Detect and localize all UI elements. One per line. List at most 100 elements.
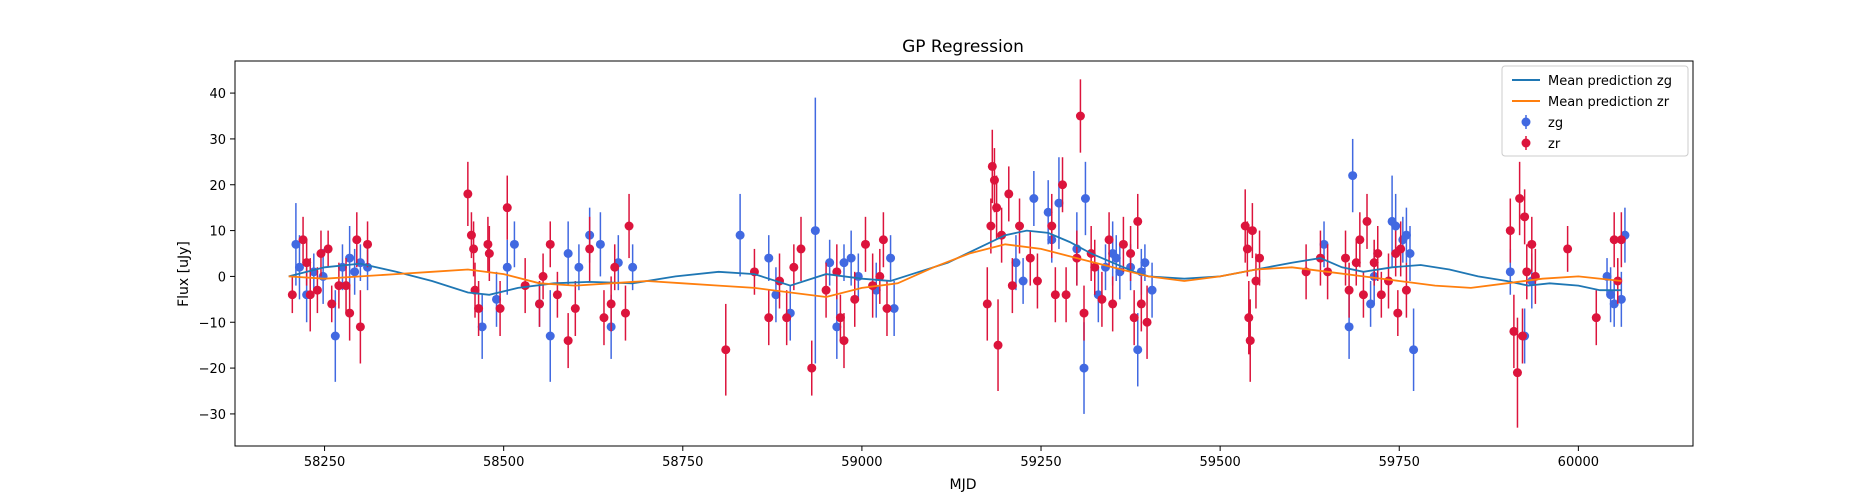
zg-point bbox=[1018, 276, 1028, 286]
zr-point bbox=[545, 239, 555, 249]
zr-point bbox=[606, 299, 616, 309]
zr-point bbox=[1133, 216, 1143, 226]
zr-point bbox=[1142, 317, 1152, 327]
zr-point bbox=[1007, 281, 1017, 291]
zg-point bbox=[810, 226, 820, 236]
zr-point bbox=[334, 281, 344, 291]
zr-point bbox=[287, 290, 297, 300]
zr-point bbox=[483, 239, 493, 249]
zr-point bbox=[1090, 262, 1100, 272]
zr-point bbox=[620, 308, 630, 318]
zr-point bbox=[1520, 212, 1530, 222]
zr-point bbox=[1104, 235, 1114, 245]
zr-point bbox=[1522, 267, 1532, 277]
zg-point bbox=[839, 258, 849, 268]
zr-point bbox=[1351, 258, 1361, 268]
zr-point bbox=[1616, 235, 1626, 245]
x-tick-label: 58250 bbox=[304, 455, 345, 470]
zr-point bbox=[1075, 111, 1085, 121]
zr-point bbox=[1136, 299, 1146, 309]
zg-point bbox=[318, 271, 328, 281]
y-tick-label: 10 bbox=[209, 225, 226, 240]
plot-frame bbox=[234, 60, 1694, 447]
zr-point bbox=[316, 249, 326, 258]
zr-point bbox=[1047, 221, 1057, 231]
legend-label: zg bbox=[1548, 116, 1563, 131]
zr-point bbox=[1362, 216, 1372, 226]
x-tick-label: 58750 bbox=[662, 455, 703, 470]
legend-marker-swatch bbox=[1521, 117, 1531, 127]
zr-point bbox=[1025, 253, 1035, 263]
zr-point bbox=[868, 281, 878, 291]
y-tick-label: −30 bbox=[199, 408, 226, 423]
zr-point bbox=[1369, 258, 1379, 268]
zr-point bbox=[466, 230, 476, 240]
zr-point bbox=[839, 336, 849, 346]
zr-point bbox=[1032, 276, 1042, 286]
legend-label: Mean prediction zg bbox=[1548, 74, 1672, 89]
zr-point bbox=[1376, 290, 1386, 300]
zg-point bbox=[1609, 299, 1619, 309]
x-tick-label: 60000 bbox=[1558, 455, 1599, 470]
zr-point bbox=[1509, 326, 1519, 336]
zr-point bbox=[1505, 226, 1515, 236]
zr-point bbox=[1384, 276, 1394, 286]
zr-point bbox=[352, 235, 362, 245]
plot-content bbox=[287, 79, 1630, 428]
zr-point bbox=[993, 340, 1003, 350]
zr-point bbox=[570, 304, 580, 313]
zg-point bbox=[889, 304, 899, 313]
zr-point bbox=[1401, 285, 1411, 295]
zr-point bbox=[1527, 239, 1537, 249]
zr-point bbox=[807, 363, 817, 373]
zg-point bbox=[1606, 290, 1616, 300]
zg-point bbox=[846, 253, 856, 263]
zg-point bbox=[595, 239, 605, 249]
zr-point bbox=[323, 244, 333, 254]
zr-point bbox=[495, 304, 505, 313]
zr-point bbox=[534, 299, 544, 309]
zr-point bbox=[298, 235, 308, 245]
zg-point bbox=[1029, 194, 1039, 203]
zg-point bbox=[1348, 171, 1358, 181]
zr-point bbox=[538, 271, 548, 281]
legend: Mean prediction zg Mean prediction zr zg zr bbox=[1501, 65, 1689, 157]
legend-entry: zr bbox=[1521, 136, 1561, 152]
axes: 58250 58500 58750 59000 59250 59500 59750 60000… bbox=[199, 60, 1694, 470]
zg-point bbox=[330, 331, 340, 341]
zr-point bbox=[835, 313, 845, 323]
zg-point bbox=[563, 249, 573, 258]
zr-point bbox=[1515, 194, 1525, 203]
zg-point bbox=[1054, 198, 1064, 208]
zr-point bbox=[796, 244, 806, 254]
zr-point bbox=[363, 239, 373, 249]
zg-point bbox=[1616, 294, 1626, 304]
zr-point bbox=[882, 304, 892, 313]
line-Mean prediction zg bbox=[288, 229, 1622, 296]
zr-point bbox=[1563, 244, 1573, 254]
zr-point bbox=[1126, 249, 1136, 258]
zr-point bbox=[1247, 226, 1257, 236]
zr-point bbox=[484, 249, 494, 258]
legend-entry: Mean prediction zr bbox=[1512, 95, 1670, 110]
zr-point bbox=[832, 267, 842, 277]
zr-point bbox=[987, 161, 997, 171]
zr-point bbox=[821, 285, 831, 295]
zg-point bbox=[832, 322, 842, 332]
zg-point bbox=[1140, 258, 1150, 268]
zr-point bbox=[563, 336, 573, 346]
zr-point bbox=[341, 281, 351, 291]
zr-point bbox=[1609, 235, 1619, 245]
zg-point bbox=[574, 262, 584, 272]
line-Mean prediction zr bbox=[288, 243, 1622, 298]
zr-point bbox=[1108, 299, 1118, 309]
zr-point bbox=[1015, 221, 1025, 231]
x-tick-label: 59000 bbox=[841, 455, 882, 470]
zr-point bbox=[469, 244, 479, 254]
zg-point bbox=[1391, 221, 1401, 231]
zr-point bbox=[1129, 313, 1139, 323]
zg-point bbox=[1401, 230, 1411, 240]
zr-point bbox=[502, 203, 512, 213]
